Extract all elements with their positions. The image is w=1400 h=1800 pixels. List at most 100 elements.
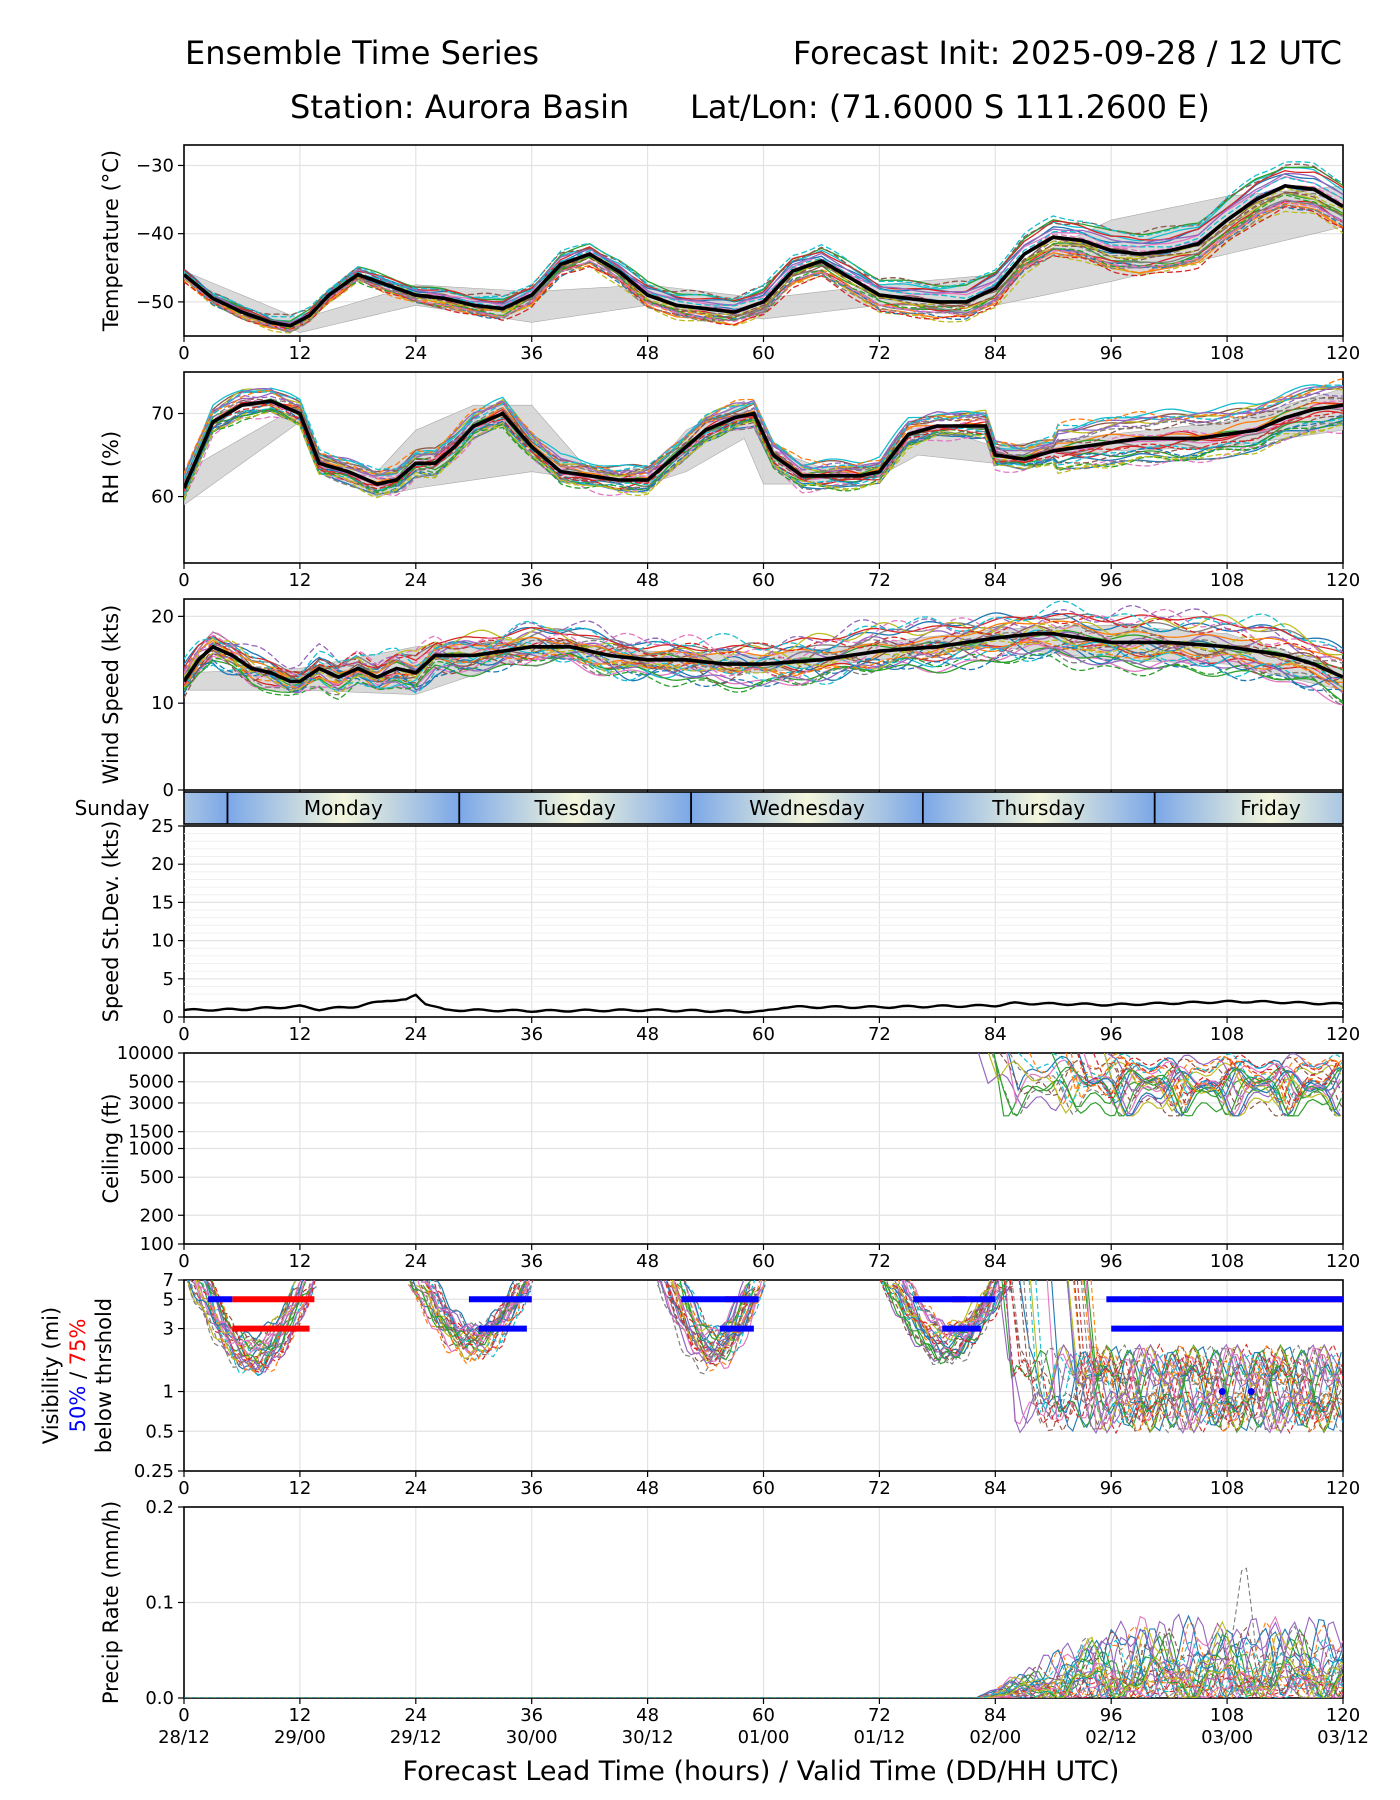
ensemble-member-line: [184, 202, 1343, 327]
valid-time-label: 01/12: [853, 1727, 905, 1748]
ensemble-member-line: [904, 1284, 1002, 1364]
ensemble-member-line: [184, 1627, 1343, 1698]
y-tick-label: 0.1: [145, 1593, 174, 1614]
ensemble-member-line: [1004, 1280, 1339, 1425]
x-tick-label: 60: [752, 1478, 775, 1499]
panel-rh: 70 60 0 12 24 36 48 60 72 84 96 108 120 RH (%): [99, 371, 1360, 591]
ensemble-member-line: [184, 396, 1343, 483]
ensemble-member-line: [184, 639, 1343, 692]
ensemble-member-line: [676, 1280, 767, 1342]
ensemble-member-line: [1080, 1280, 1343, 1434]
ensemble-member-line: [206, 1280, 315, 1373]
ensemble-member-line: [184, 403, 1343, 492]
day-label-monday: Monday: [304, 796, 383, 820]
legend-75-percent: 75%: [66, 1319, 90, 1366]
ensemble-member-line: [184, 632, 1343, 692]
x-tick-label: 72: [868, 343, 891, 364]
ensemble-member-line: [1090, 1280, 1343, 1424]
day-segment: [691, 792, 923, 824]
x-tick-label: 60: [752, 1024, 775, 1045]
y-tick-label: 1500: [128, 1122, 174, 1143]
ensemble-mean-line: [184, 631, 1343, 684]
y-tick-label: 10: [151, 693, 174, 714]
day-segment: [227, 792, 460, 824]
x-tick-label: 72: [868, 1705, 891, 1726]
ensemble-member-line: [991, 1053, 1341, 1117]
ensemble-member-line: [683, 1282, 766, 1347]
x-tick-label: 12: [288, 343, 311, 364]
ensemble-member-line: [992, 1053, 1342, 1117]
plot-area: [184, 378, 1343, 506]
y-tick-label: 60: [151, 487, 174, 508]
p50-below-1mi-dot: [1218, 1388, 1226, 1396]
legend-50-percent: 50%: [66, 1386, 90, 1433]
y-tick-label: 0.0: [145, 1688, 174, 1709]
ensemble-member-line: [184, 206, 1343, 330]
x-tick-label: 84: [984, 570, 1007, 591]
day-segment: [1154, 792, 1343, 824]
ensemble-member-line: [184, 1659, 1343, 1698]
ensemble-member-line: [204, 1280, 294, 1376]
valid-time-label: 29/00: [274, 1727, 326, 1748]
y-tick-label: 10000: [117, 1043, 174, 1064]
y-axis-label-ceiling: Ceiling (ft): [99, 1093, 123, 1203]
valid-time-label: 03/00: [1201, 1727, 1253, 1748]
ensemble-member-line: [894, 1280, 994, 1346]
ensemble-member-line: [433, 1280, 519, 1331]
ensemble-member-line: [433, 1280, 530, 1360]
x-tick-label: 108: [1210, 1478, 1244, 1499]
ensemble-member-line: [656, 1284, 759, 1351]
x-tick-label: 60: [752, 343, 775, 364]
ensemble-member-line: [665, 1280, 751, 1353]
x-tick-label: 48: [636, 343, 659, 364]
x-tick-label: 96: [1100, 1024, 1123, 1045]
ensemble-member-line: [684, 1280, 756, 1362]
x-tick-label: 12: [288, 1705, 311, 1726]
ensemble-member-line: [977, 1053, 1342, 1117]
ensemble-member-line: [187, 1280, 304, 1341]
y-tick-label: 5: [163, 1289, 174, 1310]
ensemble-member-line: [905, 1280, 999, 1335]
y-axis-label-threshold-text: below thrshold: [92, 1298, 116, 1453]
panel-temp: −30 −40 −50 0 12 24 36 48 60 72 84 96 108 120 Temperat…: [99, 144, 1360, 364]
x-tick-label: 72: [868, 1251, 891, 1272]
ensemble-member-line: [676, 1280, 751, 1341]
ensemble-member-line: [184, 203, 1343, 333]
panel-wind: 20 10 0 Wind Speed (kts): [99, 598, 1344, 801]
ensemble-member-line: [209, 1280, 298, 1347]
ensemble-member-line: [184, 1656, 1343, 1698]
x-tick-label: 120: [1326, 570, 1360, 591]
y-axis-label-wind: Wind Speed (kts): [99, 605, 123, 785]
ensemble-member-line: [184, 1616, 1343, 1698]
ensemble-member-line: [184, 206, 1343, 331]
ensemble-member-line: [184, 612, 1343, 677]
y-tick-label: 3: [163, 1319, 174, 1340]
y-tick-label: 0.25: [134, 1461, 174, 1482]
plot-area: [184, 1567, 1343, 1698]
ensemble-member-line: [184, 1628, 1343, 1698]
ensemble-member-line: [200, 1280, 316, 1353]
ensemble-member-line: [184, 652, 1343, 704]
ensemble-member-line: [184, 1643, 1343, 1698]
x-tick-label: 84: [984, 1705, 1007, 1726]
x-tick-label: 108: [1210, 570, 1244, 591]
ensemble-member-line: [184, 624, 1343, 683]
ensemble-member-line: [184, 1664, 1343, 1698]
ensemble-member-line: [184, 411, 1343, 499]
y-axis-label-threshold-legend: 50% / 75%: [66, 1319, 90, 1433]
y-tick-label: −50: [136, 292, 174, 313]
ensemble-member-line: [210, 1280, 316, 1369]
plot-area: [184, 161, 1343, 334]
ensemble-member-line: [184, 629, 1343, 692]
day-label-sunday: Sunday: [75, 796, 150, 820]
x-tick-label: 72: [868, 1024, 891, 1045]
x-tick-label: 84: [984, 1478, 1007, 1499]
x-tick-label: 108: [1210, 343, 1244, 364]
x-tick-label: 36: [520, 1024, 543, 1045]
x-tick-label: 12: [288, 1251, 311, 1272]
x-tick-label: 24: [404, 1024, 427, 1045]
x-tick-label: 12: [288, 1024, 311, 1045]
ensemble-member-line: [431, 1280, 522, 1346]
ensemble-member-line: [408, 1282, 518, 1356]
